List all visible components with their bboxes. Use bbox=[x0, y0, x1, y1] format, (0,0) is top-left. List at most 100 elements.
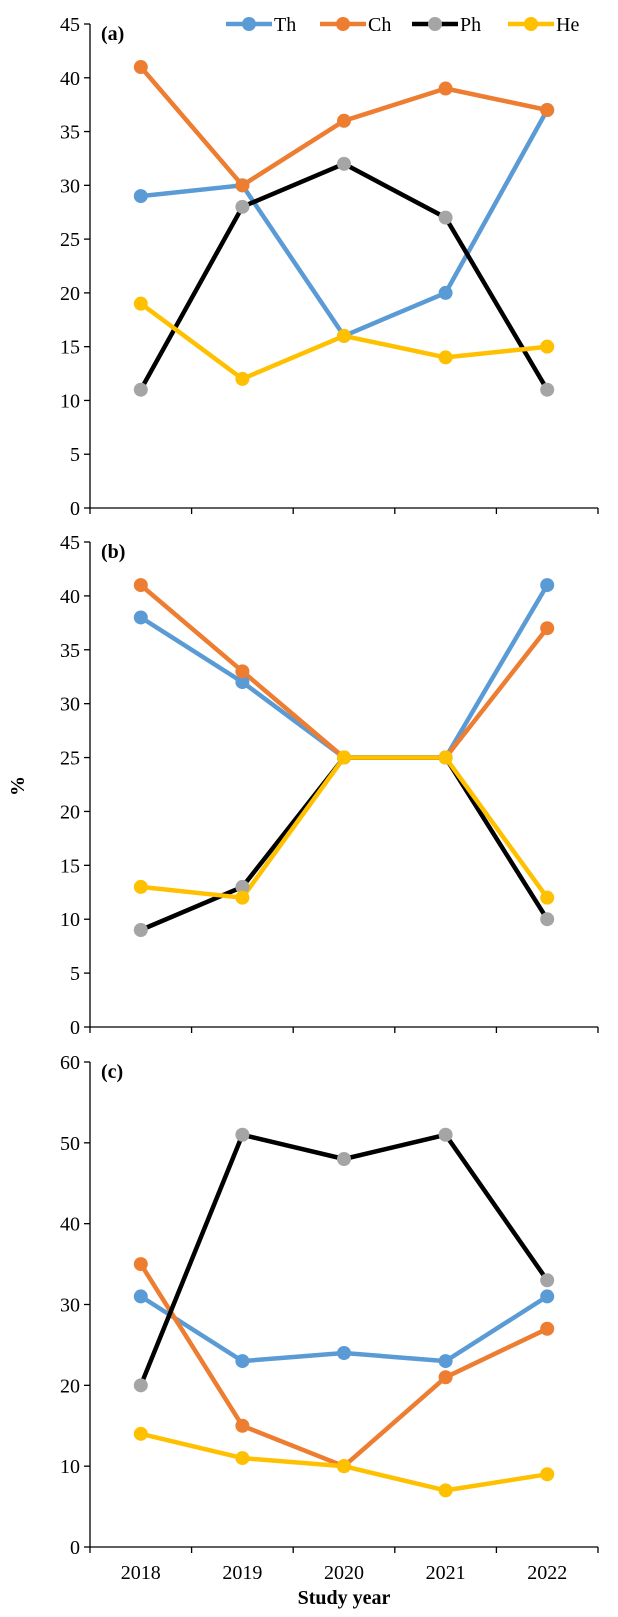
data-point-ch bbox=[438, 81, 453, 96]
data-point-he bbox=[235, 890, 250, 905]
data-point-he bbox=[540, 1467, 555, 1482]
data-point-ch bbox=[438, 1370, 453, 1385]
data-point-he bbox=[337, 328, 351, 343]
legend-label-th: Th bbox=[274, 14, 296, 36]
legend-label-he: He bbox=[556, 14, 579, 36]
data-point-ph bbox=[540, 912, 555, 927]
y-tick-label: 15 bbox=[60, 337, 80, 359]
data-point-th bbox=[133, 1289, 148, 1304]
data-point-ch bbox=[540, 103, 555, 118]
series-line-ch bbox=[138, 1262, 549, 1469]
y-tick-label: 40 bbox=[60, 586, 80, 608]
data-point-th bbox=[540, 1289, 555, 1304]
data-point-he bbox=[133, 1426, 148, 1441]
data-point-ch bbox=[337, 113, 351, 128]
data-point-th bbox=[235, 1354, 250, 1369]
y-tick-label: 35 bbox=[60, 122, 80, 144]
data-point-ph bbox=[438, 210, 453, 225]
data-point-ph bbox=[133, 1378, 148, 1393]
y-tick-label: 40 bbox=[60, 68, 80, 90]
data-point-he bbox=[133, 296, 148, 311]
x-tick-label: 2019 bbox=[222, 1562, 262, 1584]
data-point-ph bbox=[337, 156, 351, 171]
legend-marker-ph bbox=[428, 17, 442, 31]
data-point-he bbox=[438, 750, 453, 765]
data-point-he bbox=[337, 1459, 351, 1474]
data-point-ph bbox=[235, 199, 250, 214]
y-tick-label: 0 bbox=[70, 1537, 80, 1559]
y-tick-label: 30 bbox=[60, 175, 80, 197]
data-point-ch bbox=[133, 1257, 148, 1272]
y-tick-label: 35 bbox=[60, 640, 80, 662]
data-point-ph bbox=[540, 382, 555, 397]
data-point-he bbox=[438, 350, 453, 365]
x-tick-label: 2021 bbox=[426, 1562, 466, 1584]
legend-label-ph: Ph bbox=[460, 14, 481, 36]
y-tick-label: 0 bbox=[70, 498, 80, 520]
data-point-he bbox=[540, 339, 555, 354]
y-tick-label: 10 bbox=[60, 390, 80, 412]
data-point-he bbox=[235, 371, 250, 386]
series-line-th bbox=[139, 583, 550, 760]
data-point-he bbox=[540, 890, 555, 905]
y-tick-label: 20 bbox=[60, 1375, 80, 1397]
data-point-ph bbox=[337, 1152, 351, 1166]
data-point-he bbox=[438, 1483, 453, 1498]
y-tick-label: 45 bbox=[60, 14, 80, 36]
data-point-he bbox=[235, 1451, 250, 1466]
legend-marker-th bbox=[242, 17, 256, 31]
series-line-he bbox=[140, 755, 550, 900]
data-point-th bbox=[235, 675, 250, 690]
y-axis-title: % bbox=[7, 776, 29, 796]
data-point-th bbox=[337, 1346, 351, 1360]
y-tick-label: 40 bbox=[60, 1214, 80, 1236]
y-tick-label: 45 bbox=[60, 532, 80, 554]
y-tick-label: 5 bbox=[70, 963, 80, 985]
x-axis-title: Study year bbox=[298, 1587, 391, 1609]
panel-label: (b) bbox=[101, 541, 125, 563]
data-point-th bbox=[133, 189, 148, 204]
y-tick-label: 50 bbox=[60, 1133, 80, 1155]
y-tick-label: 15 bbox=[60, 855, 80, 877]
data-point-th bbox=[540, 578, 555, 593]
legend-marker-he bbox=[524, 17, 538, 31]
data-point-th bbox=[438, 1354, 453, 1369]
data-point-th bbox=[438, 285, 453, 300]
data-point-ch bbox=[235, 664, 250, 679]
panel-label: (c) bbox=[101, 1061, 123, 1083]
legend-marker-ch bbox=[336, 17, 350, 31]
data-point-ph bbox=[235, 1127, 250, 1142]
y-tick-label: 20 bbox=[60, 283, 80, 305]
y-tick-label: 30 bbox=[60, 694, 80, 716]
y-tick-label: 60 bbox=[60, 1052, 80, 1074]
chart-panel-3: 0 10 20 30 40 50 60 (c) bbox=[60, 1052, 599, 1559]
data-point-th bbox=[133, 610, 148, 625]
x-tick-label: 2022 bbox=[527, 1562, 567, 1584]
y-tick-label: 25 bbox=[60, 748, 80, 770]
y-tick-label: 5 bbox=[70, 444, 80, 466]
chart-panel-2: 0 5 10 15 20 25 30 35 40 45 (b) bbox=[60, 532, 599, 1039]
data-point-ph bbox=[133, 382, 148, 397]
y-tick-label: 10 bbox=[60, 909, 80, 931]
y-tick-label: 0 bbox=[70, 1017, 80, 1039]
series-line-ch bbox=[139, 583, 549, 760]
data-point-he bbox=[337, 750, 351, 765]
data-point-ch bbox=[235, 178, 250, 193]
series-line-ph bbox=[138, 161, 550, 391]
y-tick-label: 30 bbox=[60, 1295, 80, 1317]
y-tick-label: 20 bbox=[60, 801, 80, 823]
series-line-ph bbox=[139, 755, 550, 933]
data-point-ch bbox=[235, 1418, 250, 1433]
panel-label: (a) bbox=[101, 23, 124, 45]
legend: Th Ch Ph He bbox=[226, 14, 579, 36]
data-point-ph bbox=[438, 1127, 453, 1142]
legend-label-ch: Ch bbox=[368, 14, 391, 36]
series-line-th bbox=[140, 108, 550, 339]
data-point-ch bbox=[540, 1321, 555, 1336]
data-point-ph bbox=[540, 1273, 555, 1288]
data-point-ph bbox=[235, 879, 250, 894]
x-tick-label: 2018 bbox=[121, 1562, 161, 1584]
chart-panel-1: 0 5 10 15 20 25 30 35 40 45 (a) bbox=[60, 14, 599, 520]
